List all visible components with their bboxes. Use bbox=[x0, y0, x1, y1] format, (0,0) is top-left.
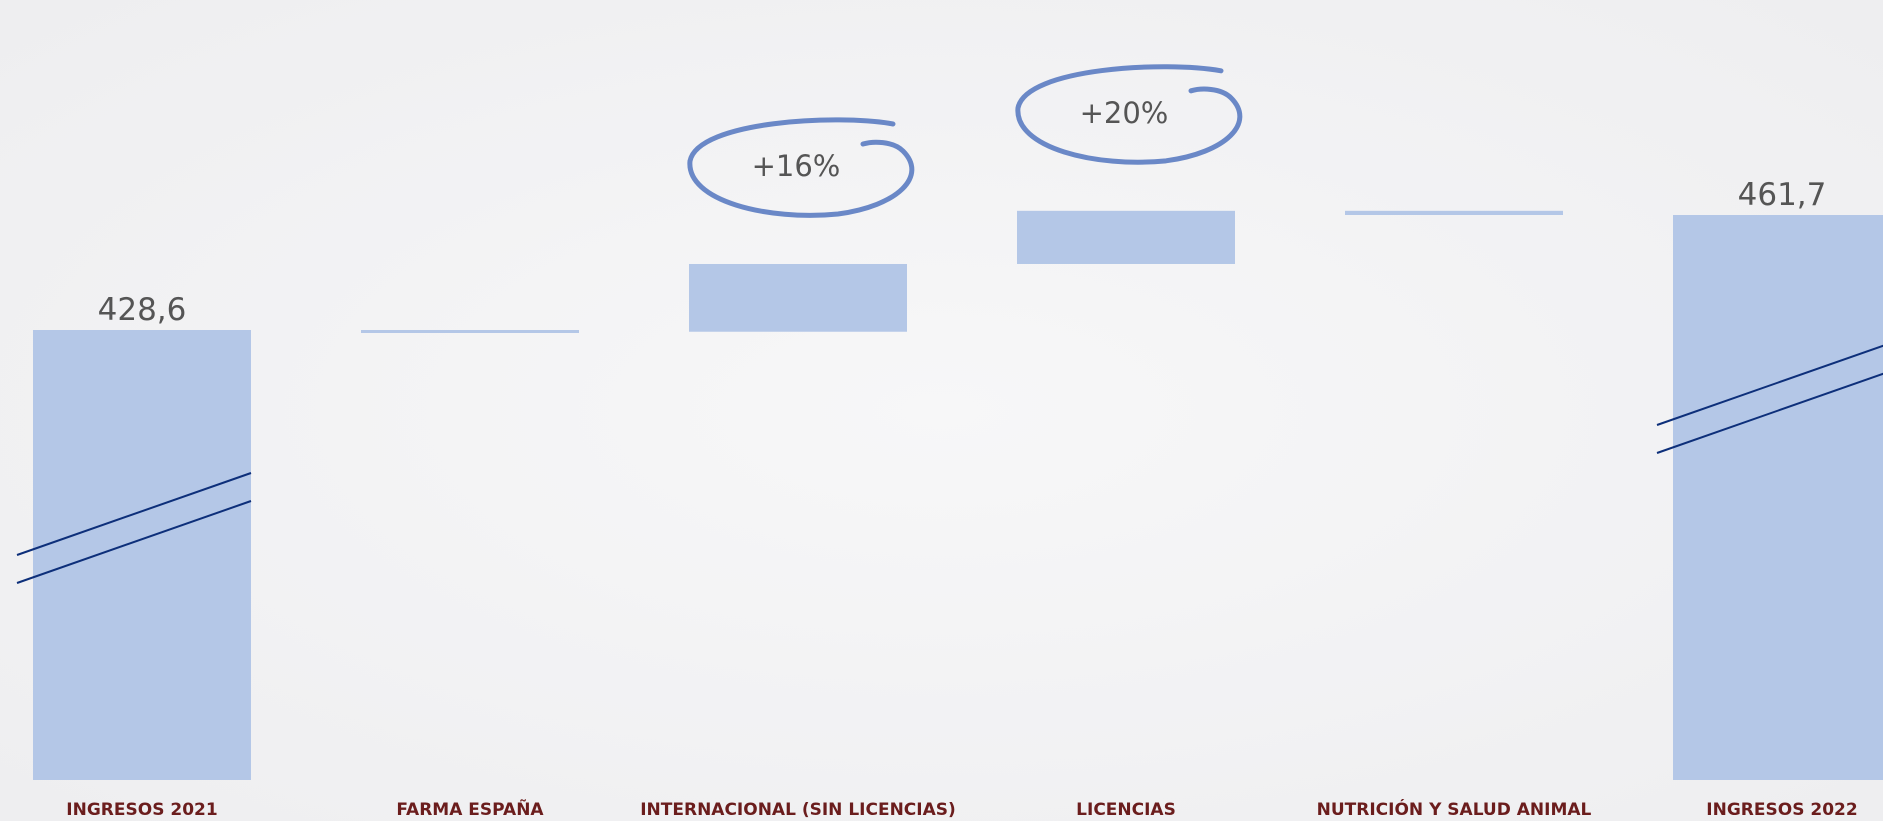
total-bar bbox=[33, 330, 251, 780]
change-bar bbox=[1345, 210, 1563, 215]
change-bar bbox=[689, 263, 907, 332]
axis-break bbox=[16, 472, 252, 556]
total-bar bbox=[1673, 215, 1883, 780]
change-bar bbox=[361, 330, 579, 333]
x-tick-label: INGRESOS 2021 bbox=[66, 800, 217, 820]
axis-break bbox=[1656, 344, 1883, 426]
x-tick-label: FARMA ESPAÑA bbox=[396, 797, 544, 820]
annotation: +20% bbox=[1080, 96, 1169, 130]
x-tick-label: LICENCIAS bbox=[1076, 800, 1176, 820]
value-label: 461,7 bbox=[1738, 177, 1827, 213]
axis-break bbox=[16, 500, 252, 584]
x-tick-label: INTERNACIONAL (SIN LICENCIAS) bbox=[640, 800, 956, 820]
x-tick-label: INGRESOS 2022 bbox=[1706, 800, 1857, 820]
x-tick-label: NUTRICIÓN Y SALUD ANIMAL bbox=[1317, 798, 1592, 820]
value-label: 428,6 bbox=[98, 292, 187, 328]
annotation-loop bbox=[1015, 64, 1243, 165]
annotation: +16% bbox=[752, 149, 841, 183]
axis-break bbox=[1656, 372, 1883, 454]
annotation-loop bbox=[687, 117, 915, 218]
change-bar bbox=[1017, 210, 1235, 264]
